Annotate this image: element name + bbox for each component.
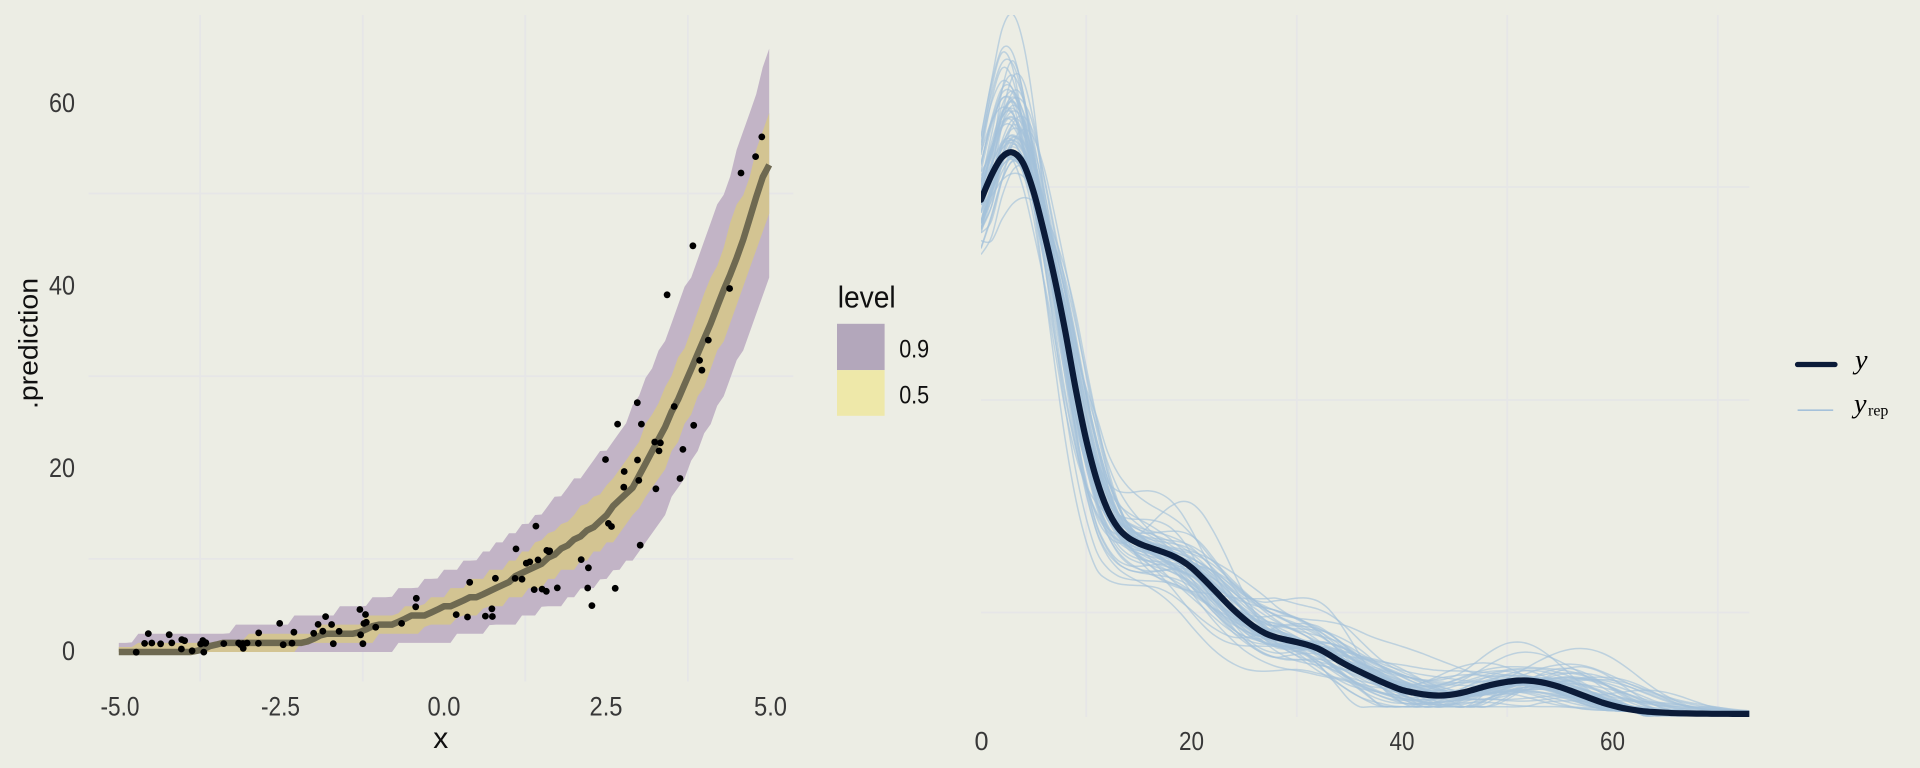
svg-text:-2.5: -2.5 xyxy=(261,692,300,722)
svg-text:20: 20 xyxy=(1179,728,1204,756)
svg-text:0: 0 xyxy=(975,728,989,756)
svg-text:y: y xyxy=(1851,389,1867,419)
svg-text:x: x xyxy=(433,722,448,755)
svg-text:rep: rep xyxy=(1868,403,1888,420)
svg-text:60: 60 xyxy=(1600,728,1625,756)
svg-text:60: 60 xyxy=(49,88,75,118)
svg-text:0.5: 0.5 xyxy=(899,381,929,409)
svg-text:40: 40 xyxy=(49,271,75,301)
svg-text:-5.0: -5.0 xyxy=(101,692,140,722)
svg-text:y: y xyxy=(1852,345,1868,375)
svg-text:0.0: 0.0 xyxy=(428,692,461,722)
svg-text:20: 20 xyxy=(49,453,75,483)
svg-text:40: 40 xyxy=(1390,728,1415,756)
svg-text:level: level xyxy=(838,280,896,315)
svg-text:0: 0 xyxy=(62,636,75,666)
svg-text:5.0: 5.0 xyxy=(754,692,787,722)
svg-text:2.5: 2.5 xyxy=(590,692,623,722)
svg-text:0.9: 0.9 xyxy=(899,336,929,364)
svg-text:.prediction: .prediction xyxy=(14,278,44,409)
